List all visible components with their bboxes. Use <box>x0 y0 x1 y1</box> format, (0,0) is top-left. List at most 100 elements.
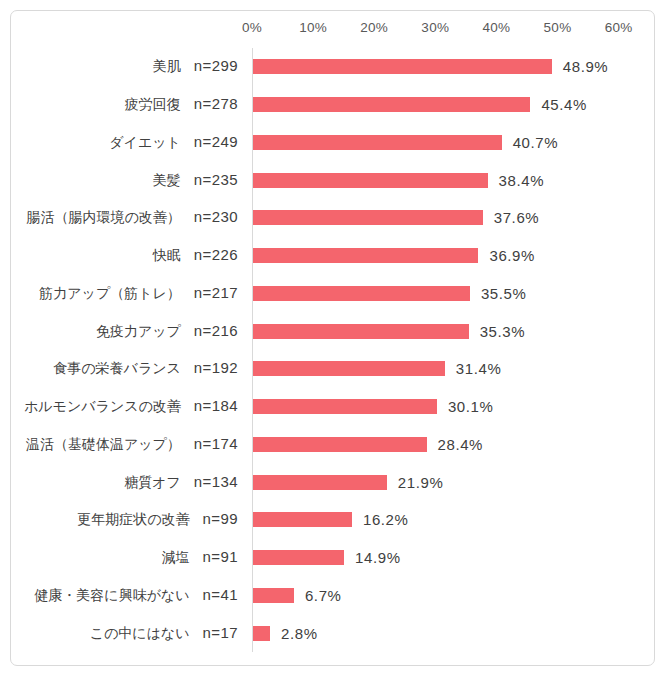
category-label: 快眠 <box>153 247 181 263</box>
x-axis-tick-label: 60% <box>589 20 649 35</box>
n-count-label: n=235 <box>194 171 238 188</box>
category-cell: 温活（基礎体温アップ） n=174 <box>11 435 238 454</box>
chart-rows: 美肌n=29948.9%疲労回復n=27845.4%ダイエットn=24940.7… <box>11 48 654 652</box>
value-label: 36.9% <box>489 247 535 264</box>
chart-row: 美髪 n=235 38.4% <box>11 161 654 199</box>
category-label: ダイエット <box>109 134 181 150</box>
bar-cell: 21.9% <box>253 474 654 491</box>
category-cell: 美髪 n=235 <box>11 171 238 190</box>
bar-cell: 14.9% <box>253 549 654 566</box>
bar-cell: 38.4% <box>253 172 654 189</box>
chart-row: 免疫力アップ n=216 35.3% <box>11 312 654 350</box>
bar-cell: 36.9% <box>253 247 654 264</box>
x-axis-tick-label: 30% <box>405 20 465 35</box>
value-label: 6.7% <box>305 587 342 604</box>
bar <box>253 361 445 376</box>
chart-row: 糖質オフ n=134 21.9% <box>11 463 654 501</box>
value-label: 35.3% <box>480 323 526 340</box>
bar <box>253 588 294 603</box>
n-count-label: n=249 <box>194 133 238 150</box>
value-label: 30.1% <box>448 398 494 415</box>
x-axis-tick-label: 50% <box>528 20 588 35</box>
chart-row: 更年期症状の改善 n=99 16.2% <box>11 501 654 539</box>
n-count-label: n=184 <box>194 397 238 414</box>
chart-row: 美肌n=299 48.9% <box>11 48 654 86</box>
chart-row: ダイエット n=249 40.7% <box>11 124 654 162</box>
bar-cell: 30.1% <box>253 398 654 415</box>
category-cell: 減塩 n=91 <box>11 548 238 567</box>
bar-cell: 6.7% <box>253 587 654 604</box>
category-cell: 更年期症状の改善 n=99 <box>11 510 238 529</box>
bar <box>253 437 427 452</box>
bar <box>253 59 552 74</box>
bar-cell: 35.5% <box>253 285 654 302</box>
n-count-label: n=174 <box>194 435 238 452</box>
n-count-label: n=134 <box>194 473 238 490</box>
x-axis: 0%10%20%30%40%50%60% <box>11 11 654 47</box>
chart-row: 筋力アップ（筋トレ）n=217 35.5% <box>11 275 654 313</box>
bar-cell: 35.3% <box>253 323 654 340</box>
bar <box>253 97 530 112</box>
category-label: 腸活（腸内環境の改善） <box>27 209 181 225</box>
value-label: 16.2% <box>363 511 409 528</box>
bar-cell: 37.6% <box>253 209 654 226</box>
x-axis-tick-label: 0% <box>222 20 282 35</box>
n-count-label: n=278 <box>194 95 238 112</box>
value-label: 35.5% <box>481 285 527 302</box>
bar-cell: 40.7% <box>253 134 654 151</box>
category-label: 減塩 <box>162 549 190 565</box>
category-cell: 腸活（腸内環境の改善） n=230 <box>11 208 238 227</box>
category-label: 食事の栄養バランス <box>53 360 181 376</box>
category-label: 糖質オフ <box>124 474 181 490</box>
n-count-label: n=217 <box>194 284 238 301</box>
chart-row: 腸活（腸内環境の改善） n=230 37.6% <box>11 199 654 237</box>
bar <box>253 173 488 188</box>
bar <box>253 248 478 263</box>
chart-row: 健康・美容に興味がないn=416.7% <box>11 577 654 615</box>
category-label: 免疫力アップ <box>96 323 181 339</box>
bar-cell: 28.4% <box>253 436 654 453</box>
n-count-label: n=216 <box>194 322 238 339</box>
category-label: 美髪 <box>153 172 181 188</box>
chart-row: 快眠n=226 36.9% <box>11 237 654 275</box>
bar <box>253 626 270 641</box>
chart-row: 疲労回復n=27845.4% <box>11 86 654 124</box>
n-count-label: n=91 <box>203 548 238 565</box>
category-label: 疲労回復 <box>125 96 181 112</box>
category-label: 更年期症状の改善 <box>77 511 189 527</box>
bar-cell: 31.4% <box>253 360 654 377</box>
bar <box>253 550 344 565</box>
bar <box>253 512 352 527</box>
n-count-label: n=99 <box>203 510 238 527</box>
chart-row: 温活（基礎体温アップ） n=174 28.4% <box>11 426 654 464</box>
category-cell: 美肌n=299 <box>11 57 238 76</box>
category-label: 温活（基礎体温アップ） <box>26 436 181 452</box>
value-label: 31.4% <box>456 360 502 377</box>
bar-cell: 16.2% <box>253 511 654 528</box>
n-count-label: n=41 <box>203 586 238 603</box>
category-cell: 糖質オフ n=134 <box>11 473 238 492</box>
bar-chart: 0%10%20%30%40%50%60% 美肌n=29948.9%疲労回復n=2… <box>10 10 655 666</box>
chart-row: ホルモンバランスの改善 n=184 30.1% <box>11 388 654 426</box>
value-label: 37.6% <box>494 209 540 226</box>
bar <box>253 135 502 150</box>
category-cell: 食事の栄養バランス n=192 <box>11 359 238 378</box>
category-label: 美肌 <box>153 58 181 74</box>
bar <box>253 324 469 339</box>
category-cell: 快眠n=226 <box>11 246 238 265</box>
x-axis-tick-label: 20% <box>344 20 404 35</box>
bar-cell: 48.9% <box>253 58 654 75</box>
bar <box>253 399 437 414</box>
chart-row: 食事の栄養バランス n=192 31.4% <box>11 350 654 388</box>
category-label: この中にはない <box>90 625 190 641</box>
bar <box>253 286 470 301</box>
category-cell: ホルモンバランスの改善 n=184 <box>11 397 238 416</box>
value-label: 48.9% <box>563 58 609 75</box>
n-count-label: n=230 <box>194 208 238 225</box>
category-label: ホルモンバランスの改善 <box>24 398 181 414</box>
n-count-label: n=192 <box>194 359 238 376</box>
chart-row: 減塩 n=91 14.9% <box>11 539 654 577</box>
category-cell: 筋力アップ（筋トレ）n=217 <box>11 284 238 303</box>
x-axis-tick-label: 40% <box>466 20 526 35</box>
bar-cell: 2.8% <box>253 625 654 642</box>
